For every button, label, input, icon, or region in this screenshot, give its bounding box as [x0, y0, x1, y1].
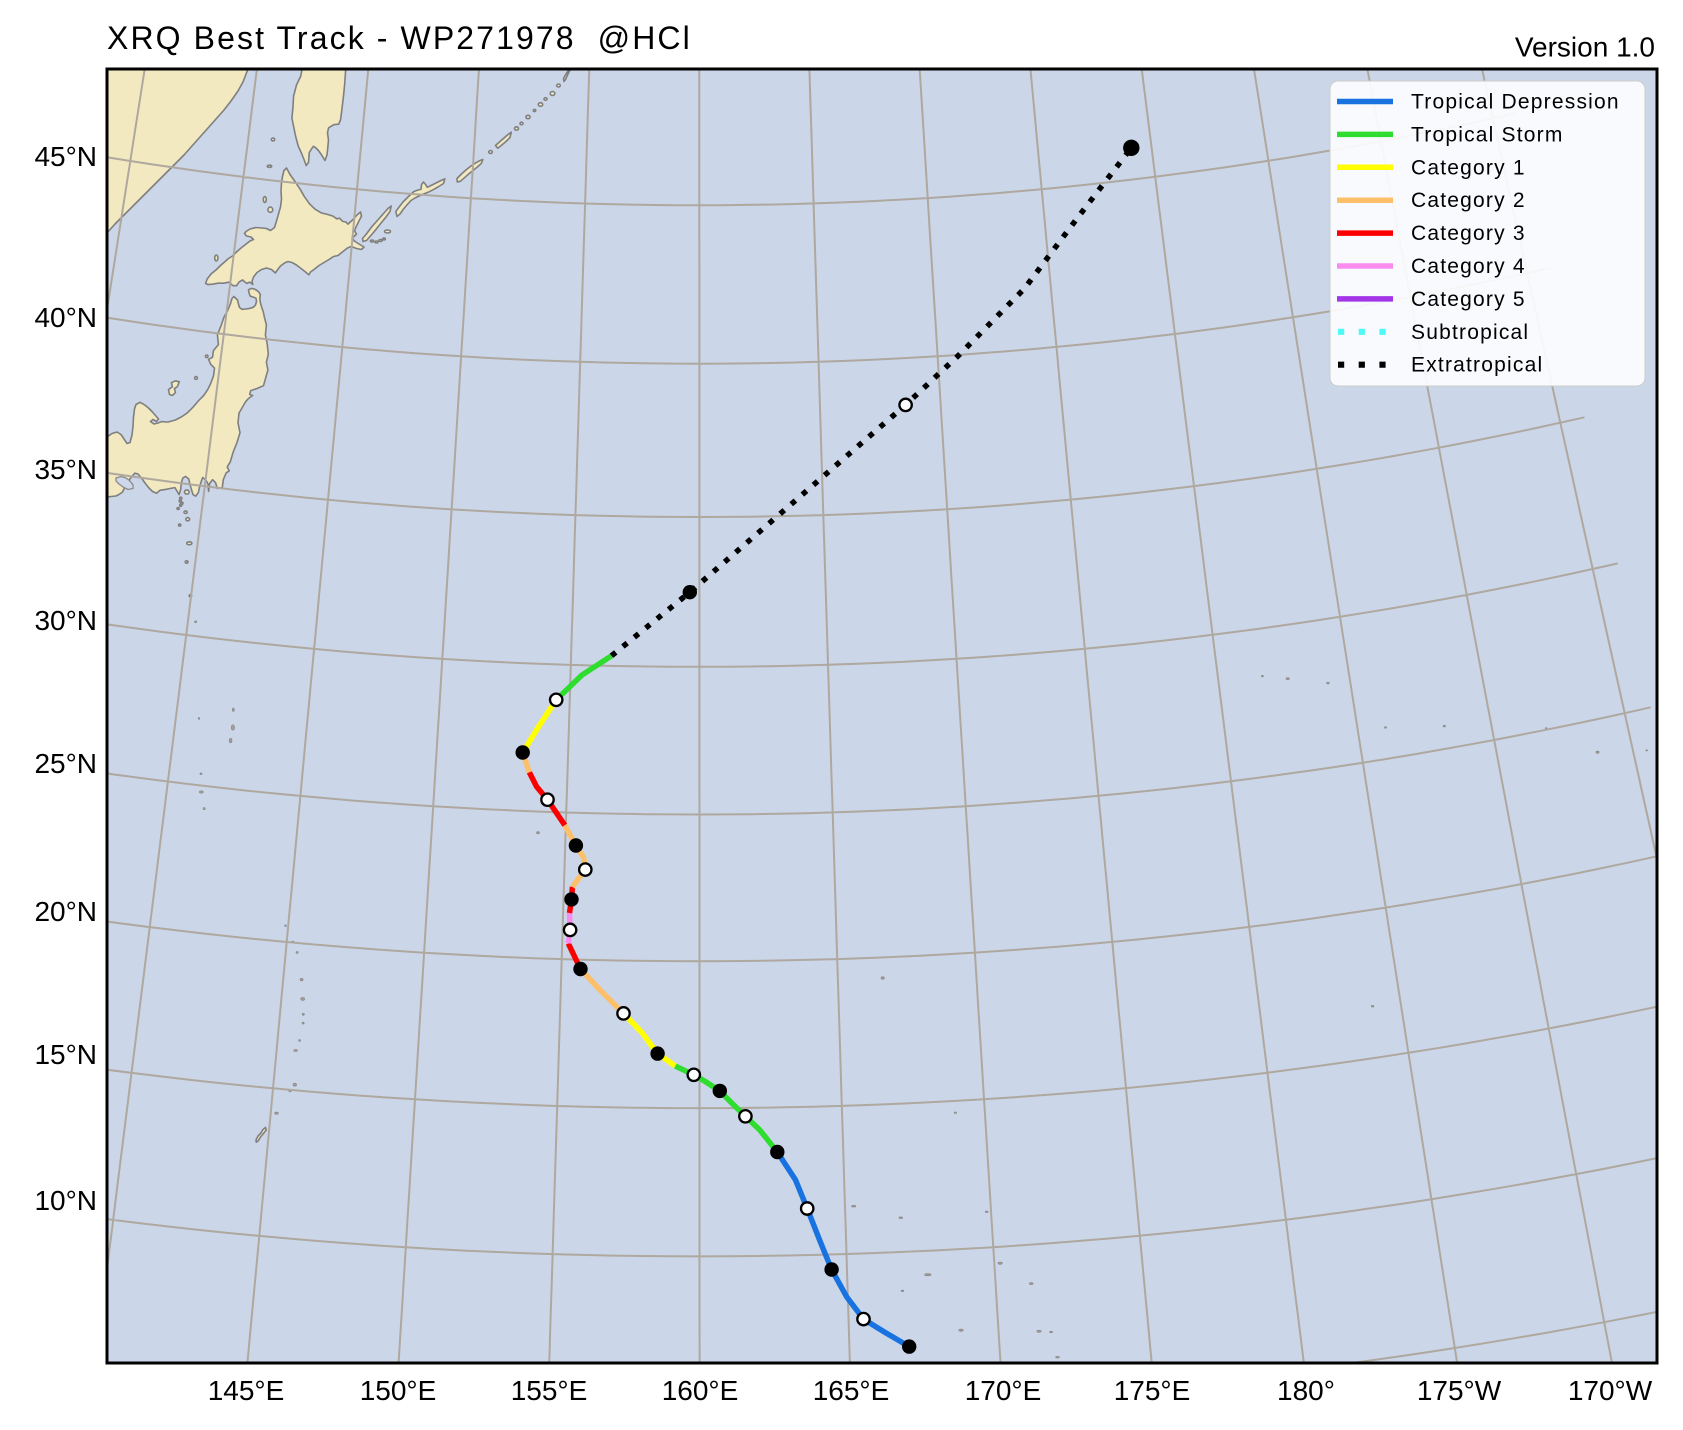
svg-text:175°W: 175°W: [1417, 1375, 1502, 1406]
svg-text:Version 1.0: Version 1.0: [1515, 32, 1655, 63]
svg-text:Subtropical: Subtropical: [1411, 321, 1529, 344]
svg-text:Category 4: Category 4: [1411, 255, 1526, 278]
svg-text:25°N: 25°N: [34, 748, 97, 779]
svg-text:165°E: 165°E: [813, 1375, 890, 1406]
svg-text:170°E: 170°E: [965, 1375, 1042, 1406]
svg-text:155°E: 155°E: [511, 1375, 588, 1406]
svg-text:170°W: 170°W: [1568, 1375, 1653, 1406]
svg-text:45°N: 45°N: [34, 141, 97, 172]
svg-text:Tropical Storm: Tropical Storm: [1411, 123, 1564, 146]
svg-text:Category 2: Category 2: [1411, 189, 1526, 212]
svg-text:15°N: 15°N: [34, 1039, 97, 1070]
svg-text:40°N: 40°N: [34, 302, 97, 333]
svg-text:20°N: 20°N: [34, 896, 97, 927]
svg-text:35°N: 35°N: [34, 454, 97, 485]
svg-text:175°E: 175°E: [1114, 1375, 1191, 1406]
svg-text:Category 3: Category 3: [1411, 222, 1526, 245]
svg-text:Category 5: Category 5: [1411, 288, 1526, 311]
svg-text:30°N: 30°N: [34, 605, 97, 636]
svg-text:Tropical Depression: Tropical Depression: [1411, 91, 1620, 114]
svg-text:Extratropical: Extratropical: [1411, 354, 1543, 377]
svg-text:XRQ Best Track - WP271978 @HC: XRQ Best Track - WP271978 @HCl: [107, 20, 692, 56]
svg-text:150°E: 150°E: [360, 1375, 437, 1406]
svg-text:10°N: 10°N: [34, 1185, 97, 1216]
svg-text:180°: 180°: [1277, 1375, 1335, 1406]
svg-text:Category 1: Category 1: [1411, 156, 1526, 179]
svg-text:145°E: 145°E: [208, 1375, 285, 1406]
svg-text:160°E: 160°E: [662, 1375, 739, 1406]
